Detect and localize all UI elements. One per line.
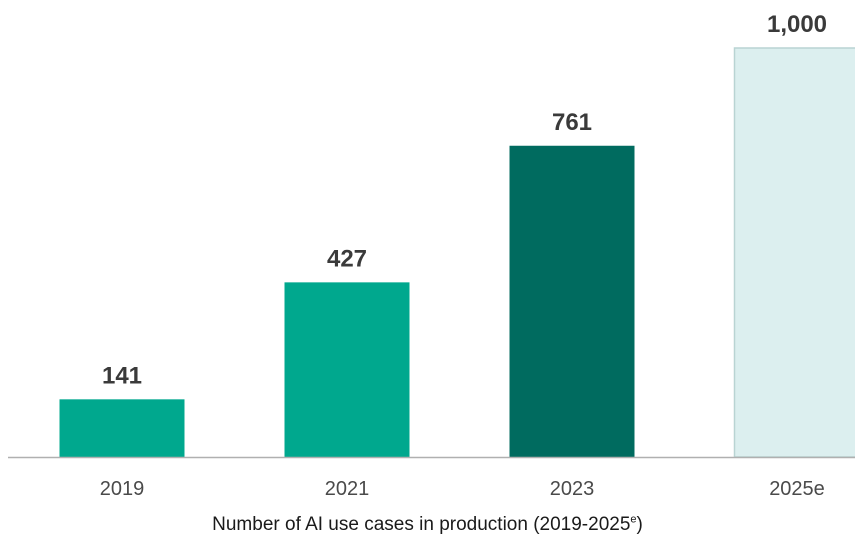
caption-close-paren: ): [636, 514, 643, 535]
x-tick-label-2025e: 2025e: [769, 478, 825, 500]
x-tick-label-2021: 2021: [325, 478, 370, 500]
bar-2023: [509, 145, 635, 457]
value-label-2023: 761: [552, 109, 592, 136]
value-labels-group: 141 427 761 1,000: [102, 11, 827, 389]
bar-2019: [59, 399, 185, 457]
x-tick-labels-group: 2019 2021 2023 2025e: [100, 478, 825, 500]
caption-text: Number of AI use cases in production (20…: [212, 514, 631, 535]
value-label-2025e: 1,000: [767, 11, 827, 38]
value-label-2021: 427: [327, 245, 367, 272]
x-tick-label-2019: 2019: [100, 478, 145, 500]
bar-2025e: [733, 47, 855, 458]
bar-2021: [284, 282, 410, 457]
caption-superscript: e: [630, 513, 637, 526]
value-label-2019: 141: [102, 362, 142, 389]
bars-group: [59, 47, 855, 458]
x-tick-label-2023: 2023: [550, 478, 595, 500]
chart-caption: Number of AI use cases in production (20…: [0, 514, 855, 536]
